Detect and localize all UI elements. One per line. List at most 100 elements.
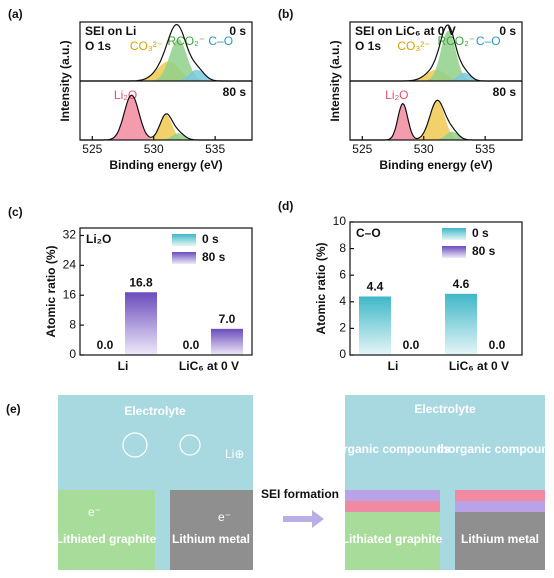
y-tick-label: 16 [63, 287, 77, 301]
x-tick-label: 525 [352, 142, 372, 156]
x-tick-label: LiC₆ at 0 V [449, 359, 509, 373]
component-label: Li₂O [114, 88, 137, 102]
y-axis-label: Atomic ratio (%) [44, 245, 58, 337]
y-axis-label: Intensity (a.u.) [328, 40, 342, 121]
y-tick-label: 2 [339, 321, 346, 335]
plot-frame [349, 221, 523, 356]
subpanel-label: 80 s [223, 85, 247, 99]
component-label: CO₃²⁻ [130, 39, 163, 53]
x-tick-label: 530 [144, 142, 164, 156]
graphite-box [58, 490, 155, 570]
legend-label: 80 s [472, 244, 496, 258]
value-label: 7.0 [219, 312, 236, 326]
legend-swatch [172, 234, 196, 246]
component-label: C–O [476, 34, 501, 48]
x-tick-label: LiC₆ at 0 V [179, 359, 239, 373]
metal-box [170, 490, 253, 570]
peak [80, 39, 252, 81]
legend-label: 80 s [202, 250, 226, 264]
annotation: SEI on Li [85, 24, 136, 38]
label: Electrolyte [414, 402, 476, 416]
panel-label: (e) [6, 402, 21, 416]
panel-label: (d) [278, 199, 293, 213]
arrow [283, 510, 324, 528]
x-tick-label: 525 [82, 142, 102, 156]
sei-layer [345, 490, 440, 501]
x-axis-label: Binding energy (eV) [109, 158, 222, 172]
label: Inorganic compounds [437, 442, 554, 456]
molecule [179, 434, 201, 456]
chart-title: C–O [356, 226, 381, 240]
graphite-box [345, 512, 440, 570]
value-label: 0.0 [183, 338, 200, 352]
annotation: O 1s [85, 39, 111, 53]
sei-layer [345, 501, 440, 512]
sei-layer [455, 490, 545, 501]
molecule [122, 432, 148, 458]
peak [350, 100, 522, 140]
panel-label: (b) [278, 7, 293, 21]
bar [445, 293, 477, 355]
value-label: 4.4 [367, 280, 384, 294]
component-label: RCO₂⁻ [437, 34, 475, 48]
x-tick-label: 535 [205, 142, 225, 156]
annotation: O 1s [355, 39, 381, 53]
component-label: Li₂O [385, 88, 408, 102]
y-tick-label: 0 [69, 347, 76, 361]
label: Lithium metal [172, 532, 250, 546]
label: SEI formation [261, 487, 339, 501]
bar [359, 296, 391, 355]
y-tick-label: 4 [339, 294, 346, 308]
y-axis-label: Intensity (a.u.) [58, 40, 72, 121]
y-tick-label: 0 [339, 347, 346, 361]
component-label: RCO₂⁻ [167, 34, 205, 48]
x-tick-label: Li [118, 359, 129, 373]
legend-swatch [442, 228, 466, 240]
peak [350, 30, 522, 82]
value-label: 0.0 [489, 338, 506, 352]
subpanel-label: 0 s [499, 24, 516, 38]
value-label: 4.6 [453, 277, 470, 291]
y-tick-label: 24 [63, 258, 77, 272]
y-tick-label: 32 [63, 228, 77, 242]
panel-label: (a) [8, 7, 23, 21]
sei-layer [455, 501, 545, 512]
label: Li⊕ [225, 447, 244, 461]
label: Lithium metal [461, 532, 539, 546]
label: Electrolyte [124, 404, 186, 418]
chart-title: Li₂O [86, 232, 111, 246]
peak [80, 114, 252, 140]
value-label: 0.0 [97, 338, 114, 352]
y-tick-label: 8 [339, 241, 346, 255]
legend-swatch [172, 252, 196, 264]
legend-label: 0 s [472, 226, 489, 240]
label: Lithiated graphite [342, 532, 443, 546]
label: e⁻ [88, 505, 101, 519]
subpanel-label: 80 s [493, 85, 517, 99]
bar [125, 292, 157, 355]
label: e⁻ [218, 510, 231, 524]
bar [211, 328, 243, 355]
peak [80, 95, 252, 140]
x-tick-label: 530 [414, 142, 434, 156]
value-label: 0.0 [403, 338, 420, 352]
component-label: CO₃²⁻ [397, 39, 430, 53]
metal-box [455, 512, 545, 570]
y-axis-label: Atomic ratio (%) [314, 242, 328, 334]
component-label: C–O [208, 34, 233, 48]
y-tick-label: 6 [339, 267, 346, 281]
plot-frame [79, 227, 253, 356]
x-tick-label: 535 [475, 142, 495, 156]
label: Lithiated graphite [56, 532, 157, 546]
panel-label: (c) [8, 205, 23, 219]
label: Lithiated graphite [56, 532, 157, 546]
subpanel-label: 0 s [229, 24, 246, 38]
y-tick-label: 8 [69, 317, 76, 331]
diagram: (e) Electrolyte Li⊕ e⁻ e⁻ Lithiated grap… [6, 395, 554, 570]
y-tick-label: 10 [333, 214, 347, 228]
x-tick-label: Li [388, 359, 399, 373]
x-axis-label: Binding energy (eV) [379, 158, 492, 172]
value-label: 16.8 [129, 275, 153, 289]
legend-label: 0 s [202, 232, 219, 246]
